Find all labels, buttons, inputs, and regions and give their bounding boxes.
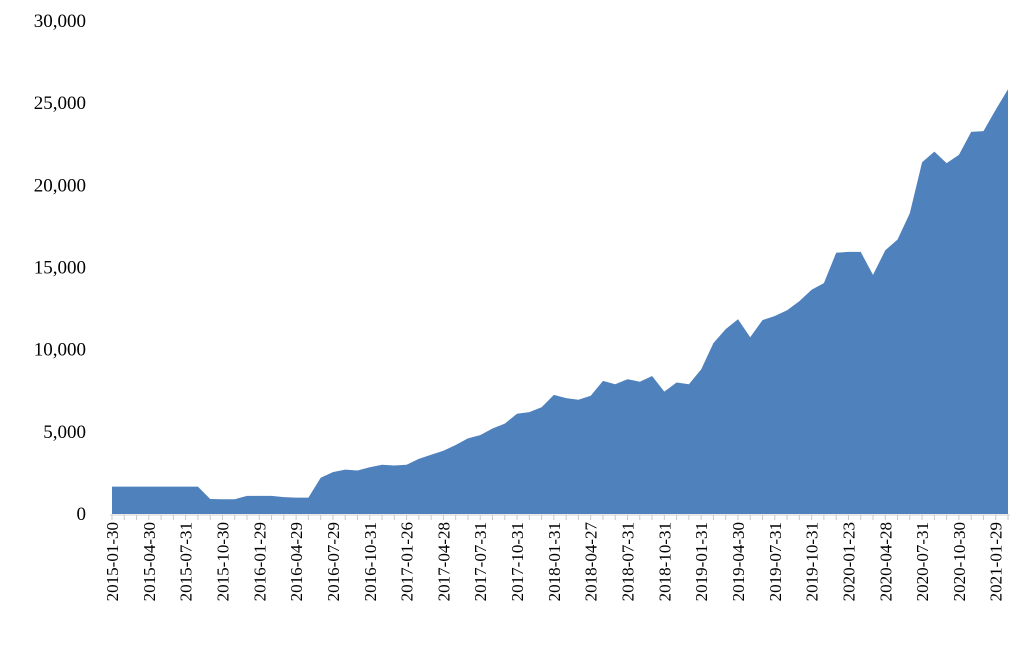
x-tick-label: 2020-07-31 — [913, 522, 932, 601]
y-tick-label: 15,000 — [34, 258, 86, 279]
y-tick-label: 0 — [77, 504, 87, 525]
x-tick-label: 2021-01-29 — [987, 522, 1006, 601]
y-tick-label: 25,000 — [34, 93, 86, 114]
plot-area — [111, 89, 1009, 514]
x-tick-label: 2016-01-29 — [250, 522, 269, 601]
x-tick-label: 2019-01-31 — [692, 522, 711, 601]
x-tick-label: 2016-07-29 — [324, 522, 343, 601]
x-tick-label: 2015-04-30 — [140, 522, 159, 601]
y-tick-label: 20,000 — [34, 175, 86, 196]
x-tick-label: 2019-04-30 — [729, 522, 748, 601]
y-axis: 0 5,000 10,000 15,000 20,000 25,000 30,000 — [34, 11, 86, 525]
y-tick-label: 10,000 — [34, 340, 86, 361]
x-tick-label: 2016-10-31 — [361, 522, 380, 601]
x-tick-label: 2017-10-31 — [508, 522, 527, 601]
area-series — [112, 89, 1008, 514]
x-tick-label: 2020-04-28 — [876, 522, 895, 601]
x-tick-label: 2019-07-31 — [766, 522, 785, 601]
x-tick-label: 2015-10-30 — [213, 522, 232, 601]
x-tick-labels: 2015-01-30 2015-04-30 2015-07-31 2015-10-30… — [103, 522, 1006, 602]
x-tick-label: 2015-01-30 — [103, 522, 122, 601]
y-tick-label: 30,000 — [34, 11, 86, 32]
x-tick-label: 2018-10-31 — [655, 522, 674, 601]
y-tick-label: 5,000 — [43, 422, 86, 443]
x-tick-label: 2017-01-26 — [398, 522, 417, 601]
x-tick-label: 2017-04-28 — [434, 522, 453, 601]
x-tick-label: 2017-07-31 — [471, 522, 490, 601]
x-tick-label: 2018-04-27 — [582, 522, 601, 602]
x-tick-label: 2020-01-23 — [839, 522, 858, 601]
x-tick-label: 2018-07-31 — [619, 522, 638, 601]
x-tick-label: 2015-07-31 — [177, 522, 196, 601]
x-tick-label: 2018-01-31 — [545, 522, 564, 601]
x-tick-label: 2016-04-29 — [287, 522, 306, 601]
x-tick-label: 2019-10-31 — [803, 522, 822, 601]
x-axis — [110, 514, 1010, 520]
x-tick-label: 2020-10-30 — [950, 522, 969, 601]
